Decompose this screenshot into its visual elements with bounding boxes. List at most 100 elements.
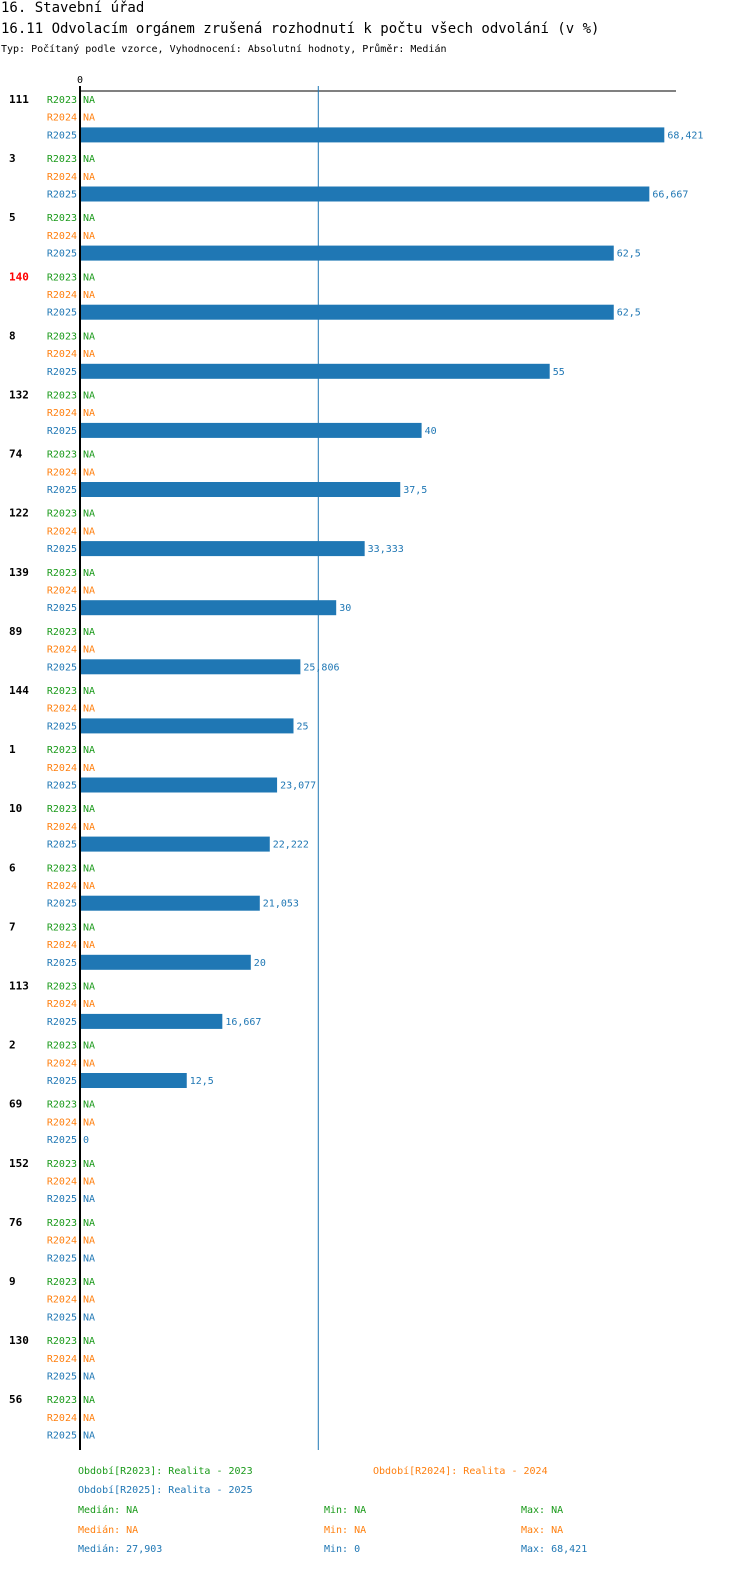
data-label: 20: [254, 958, 266, 969]
category-label: 130: [9, 1334, 29, 1347]
data-label: NA: [83, 1354, 95, 1365]
data-label: NA: [83, 1413, 95, 1424]
category-label: 152: [9, 1157, 29, 1170]
data-label: NA: [83, 1277, 95, 1288]
data-label: NA: [83, 467, 95, 478]
bar: [80, 600, 337, 616]
bar: [80, 777, 278, 793]
series-label: R2023: [47, 95, 77, 106]
series-label: R2024: [47, 408, 77, 419]
bar: [80, 304, 614, 320]
data-label: NA: [83, 881, 95, 892]
data-label: NA: [83, 645, 95, 656]
stat-min-r2024: Min: NA: [324, 1525, 367, 1536]
series-label: R2024: [47, 940, 77, 951]
series-label: R2025: [47, 426, 77, 437]
stat-max-r2025: Max: 68,421: [521, 1544, 588, 1555]
data-label: 62,5: [617, 249, 641, 260]
series-label: R2025: [47, 958, 77, 969]
data-label: 23,077: [280, 781, 316, 792]
category-label: 3: [9, 152, 16, 165]
series-label: R2024: [47, 231, 77, 242]
stat-max-r2023: Max: NA: [521, 1505, 564, 1516]
series-label: R2023: [47, 804, 77, 815]
series-label: R2025: [47, 899, 77, 910]
data-label: NA: [83, 745, 95, 756]
series-label: R2023: [47, 213, 77, 224]
data-label: NA: [83, 526, 95, 537]
data-label: NA: [83, 627, 95, 638]
indicator-title: 16.11 Odvolacím orgánem zrušená rozhodnu…: [1, 21, 600, 37]
data-label: 16,667: [225, 1017, 261, 1028]
series-label: R2023: [47, 1159, 77, 1170]
series-label: R2024: [47, 1117, 77, 1128]
category-label: 6: [9, 861, 16, 874]
series-label: R2023: [47, 1277, 77, 1288]
data-label: NA: [83, 1312, 95, 1323]
series-label: R2024: [47, 704, 77, 715]
bar: [80, 1073, 187, 1088]
bar: [80, 245, 614, 261]
series-label: R2025: [47, 1312, 77, 1323]
data-label: 21,053: [263, 899, 299, 910]
data-label: NA: [83, 1336, 95, 1347]
data-label: NA: [83, 1058, 95, 1069]
category-label: 8: [9, 329, 16, 342]
data-label: NA: [83, 1041, 95, 1052]
series-label: R2024: [47, 1177, 77, 1188]
series-label: R2024: [47, 586, 77, 597]
series-label: R2025: [47, 603, 77, 614]
data-label: NA: [83, 1253, 95, 1264]
series-label: R2024: [47, 1354, 77, 1365]
data-label: NA: [83, 1372, 95, 1383]
series-label: R2023: [47, 391, 77, 402]
series-label: R2023: [47, 1395, 77, 1406]
data-label: NA: [83, 1218, 95, 1229]
stat-min-r2023: Min: NA: [324, 1505, 367, 1516]
series-label: R2024: [47, 1413, 77, 1424]
bar-chart: 0 111 R2023 NA R2024 NA R2025 68,421 3 R2023 NA R20…: [9, 75, 703, 1450]
data-label: NA: [83, 1159, 95, 1170]
bar: [80, 954, 251, 970]
category-label: 144: [9, 684, 29, 697]
data-label: 25,806: [303, 662, 339, 673]
data-label: 22,222: [273, 840, 309, 851]
bar: [80, 659, 301, 675]
legend-r2025: Období[R2025]: Realita - 2025: [78, 1485, 253, 1496]
category-label: 56: [9, 1393, 23, 1406]
category-label: 76: [9, 1216, 23, 1229]
series-label: R2023: [47, 450, 77, 461]
data-label: NA: [83, 1194, 95, 1205]
series-label: R2024: [47, 526, 77, 537]
data-label: NA: [83, 231, 95, 242]
legend-r2024: Období[R2024]: Realita - 2024: [373, 1466, 548, 1477]
series-label: R2024: [47, 467, 77, 478]
series-label: R2025: [47, 249, 77, 260]
series-label: R2024: [47, 822, 77, 833]
category-label: 10: [9, 802, 22, 815]
data-label: NA: [83, 922, 95, 933]
data-label: NA: [83, 1117, 95, 1128]
data-label: NA: [83, 408, 95, 419]
series-label: R2024: [47, 290, 77, 301]
data-label: NA: [83, 686, 95, 697]
bar: [80, 422, 422, 438]
bar: [80, 718, 294, 734]
data-label: 62,5: [617, 308, 641, 319]
bar: [80, 482, 401, 497]
category-label: 7: [9, 920, 16, 933]
category-label: 1: [9, 743, 16, 756]
data-label: NA: [83, 1395, 95, 1406]
series-label: R2024: [47, 1295, 77, 1306]
series-label: R2024: [47, 1236, 77, 1247]
bar: [80, 895, 260, 911]
data-label: 40: [425, 426, 437, 437]
data-label: NA: [83, 1236, 95, 1247]
series-label: R2023: [47, 568, 77, 579]
series-label: R2023: [47, 686, 77, 697]
series-label: R2023: [47, 745, 77, 756]
data-label: NA: [83, 172, 95, 183]
category-label: 9: [9, 1275, 16, 1288]
series-label: R2025: [47, 1135, 77, 1146]
category-label: 140: [9, 270, 29, 283]
